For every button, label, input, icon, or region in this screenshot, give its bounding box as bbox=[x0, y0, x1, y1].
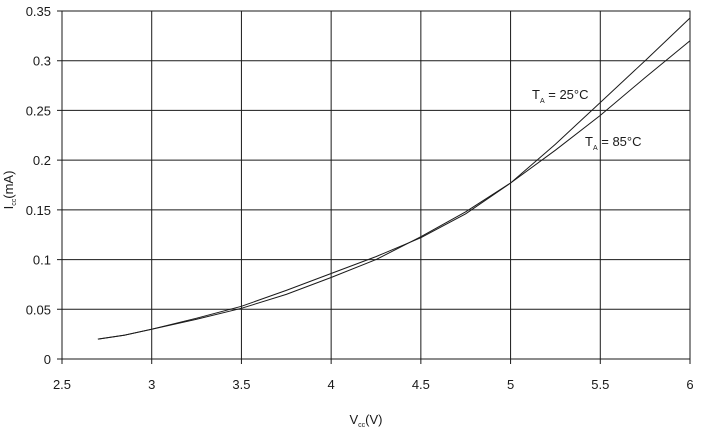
x-tick-label: 6 bbox=[686, 377, 693, 392]
grid-lines bbox=[57, 10, 691, 364]
series-line-1 bbox=[97, 17, 691, 340]
y-tick-label: 0.05 bbox=[26, 302, 51, 317]
y-tick-labels: 0 0.05 0.1 0.15 0.2 0.25 0.3 0.35 bbox=[26, 4, 51, 367]
x-tick-label: 2.5 bbox=[53, 377, 71, 392]
x-axis-label: Vcc(V) bbox=[349, 412, 382, 429]
x-tick-label: 4 bbox=[328, 377, 335, 392]
x-tick-label: 3 bbox=[148, 377, 155, 392]
y-tick-label: 0.1 bbox=[33, 253, 51, 268]
series-label-2: TA = 85°C bbox=[585, 134, 642, 152]
x-tick-label: 3.5 bbox=[232, 377, 250, 392]
series-lines bbox=[97, 17, 691, 340]
x-tick-label: 5 bbox=[507, 377, 514, 392]
y-tick-label: 0.25 bbox=[26, 103, 51, 118]
series-labels: TA = 25°C TA = 85°C bbox=[532, 87, 642, 152]
y-tick-label: 0.3 bbox=[33, 54, 51, 69]
series-line-2 bbox=[97, 40, 691, 340]
x-tick-label: 5.5 bbox=[591, 377, 609, 392]
series-label-1: TA = 25°C bbox=[532, 87, 589, 105]
y-tick-label: 0.35 bbox=[26, 4, 51, 19]
x-tick-labels: 2.5 3 3.5 4 4.5 5 5.5 6 bbox=[53, 377, 694, 392]
x-tick-label: 4.5 bbox=[412, 377, 430, 392]
y-tick-label: 0 bbox=[44, 352, 51, 367]
y-tick-label: 0.15 bbox=[26, 203, 51, 218]
y-tick-label: 0.2 bbox=[33, 153, 51, 168]
y-axis-label: Icc(mA) bbox=[1, 171, 18, 210]
plot-frame bbox=[61, 10, 691, 360]
